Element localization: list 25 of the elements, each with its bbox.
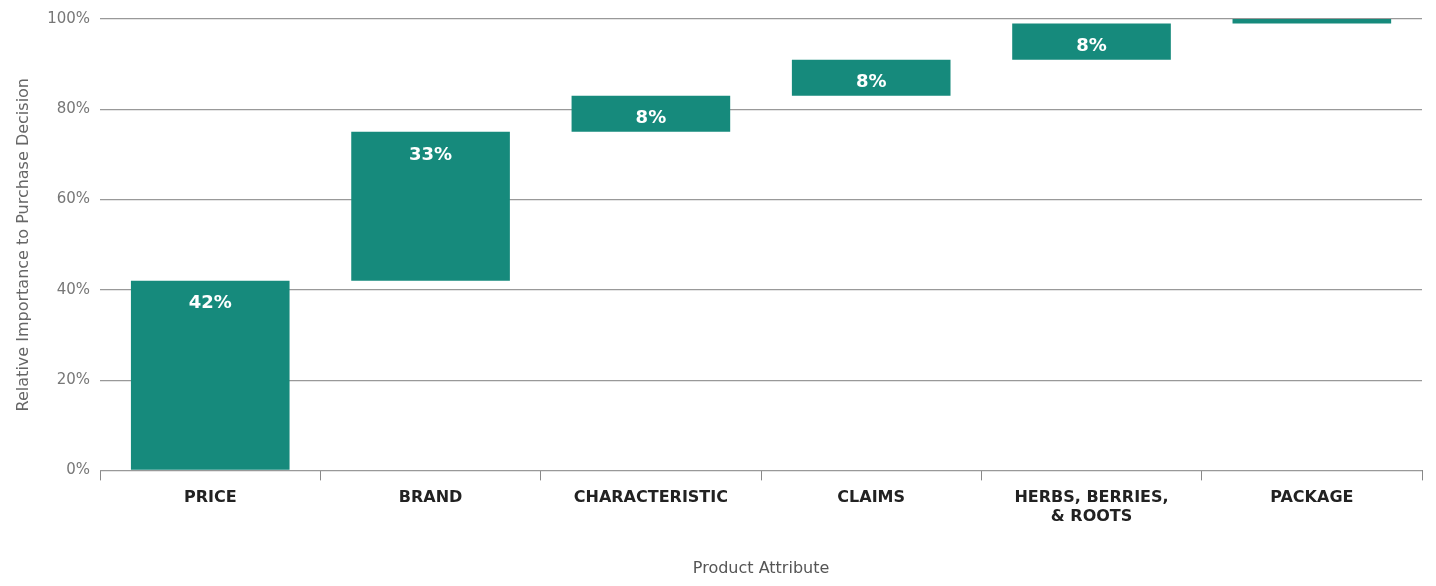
y-tick-label: 40% bbox=[56, 279, 91, 298]
x-tick-label: HERBS, BERRIES, & ROOTS bbox=[1014, 487, 1169, 526]
y-tick-label: 60% bbox=[56, 189, 91, 208]
bar bbox=[351, 131, 510, 281]
x-axis-title: Product Attribute bbox=[692, 557, 830, 577]
y-tick-label: 100% bbox=[47, 8, 91, 27]
x-tick-label: PRICE bbox=[183, 487, 237, 507]
bar bbox=[1012, 23, 1171, 60]
y-tick-label: 0% bbox=[66, 460, 91, 479]
bar bbox=[791, 59, 951, 96]
data-label: 33% bbox=[409, 142, 453, 164]
y-tick-label: 80% bbox=[56, 99, 91, 118]
data-label: 8% bbox=[635, 106, 667, 128]
data-label: 8% bbox=[1076, 34, 1107, 56]
data-label: 42% bbox=[188, 291, 232, 313]
x-tick-label: PACKAGE bbox=[1270, 487, 1354, 507]
x-tick-label: CHARACTERISTIC bbox=[573, 487, 728, 507]
bar bbox=[1232, 19, 1392, 24]
bar bbox=[130, 280, 290, 470]
y-tick-label: 20% bbox=[56, 370, 91, 389]
bar bbox=[571, 95, 731, 132]
x-tick-label: BRAND bbox=[398, 487, 463, 507]
data-label: 8% bbox=[855, 70, 887, 92]
x-tick-label: CLAIMS bbox=[837, 487, 906, 507]
y-axis-title: Relative Importance to Purchase Decision bbox=[12, 78, 32, 412]
